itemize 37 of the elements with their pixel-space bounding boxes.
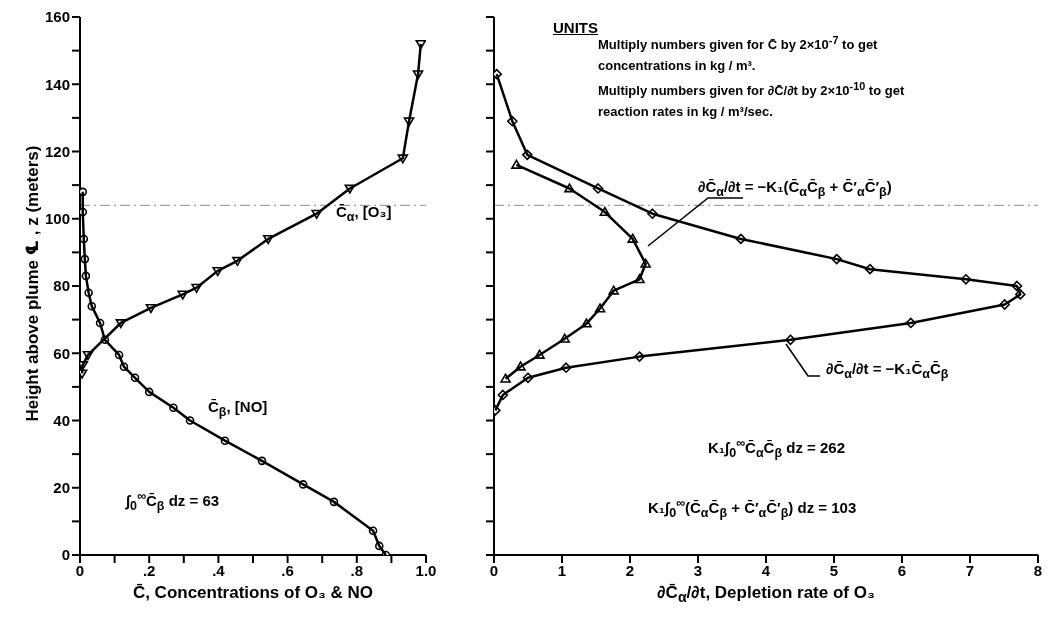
legend-label: ∂C̄$_{α}$/∂t = −K₁C̄$_{α}$C̄$_{β}$ (826, 360, 949, 381)
y-tick-label: 60 (53, 344, 70, 362)
y-tick-label: 160 (44, 8, 70, 26)
x-tick-label: .6 (281, 561, 294, 579)
x-tick-label: .2 (142, 561, 156, 579)
x-tick-label: 1.0 (415, 561, 437, 579)
x-tick-label: 8 (1033, 561, 1043, 579)
x-axis-title: ∂C̄$_{α}$/∂t, Depletion rate of O₃ (656, 583, 876, 606)
annotation: K₁∫$_{0}$$^{∞}$C̄$_{α}$C̄$_{β}$ dz = 262 (708, 435, 846, 462)
x-tick-label: .4 (212, 561, 226, 579)
x-tick-label: 5 (829, 561, 839, 579)
x-tick-label: 4 (761, 561, 771, 579)
x-tick-label: 0 (489, 561, 499, 579)
y-tick-label: 120 (44, 142, 70, 160)
text: Multiply numbers given for C̄ by 2×10$^{-7}$ to get concentrations in kg / m³. (598, 34, 878, 74)
y-tick-label: 100 (44, 210, 70, 228)
y-tick-label: 80 (53, 277, 70, 295)
y-tick-label: 40 (53, 411, 70, 429)
x-tick-label: .8 (350, 561, 364, 579)
text: ∂C̄$_{α}$/∂t = −K₁(C̄$_{α}$C̄$_{β}$ + C̄′$_{α}$C̄′$_{β}$) (698, 178, 892, 199)
x-tick-label: 7 (965, 561, 975, 579)
x-tick-label: 0 (75, 561, 85, 579)
series-label: C̄$_{β}$, [NO] (208, 398, 268, 419)
y-tick-label: 140 (44, 75, 70, 93)
series-label: C̄$_{α}$, [O₃] (336, 203, 392, 224)
text: K₁∫$_{0}$$^{∞}$(C̄$_{α}$C̄$_{β}$ + C̄′$_{α}$C̄′$_{β}$) dz = 103 (648, 496, 857, 520)
y-tick-label: 20 (53, 479, 70, 497)
y-tick-label: 0 (61, 546, 70, 564)
x-tick-label: 6 (897, 561, 907, 579)
x-tick-label: 1 (557, 561, 567, 579)
x-tick-label: 2 (625, 561, 635, 579)
text: Multiply numbers given for ∂C̄/∂t by 2×10$^{-10}$ to get reaction rates in kg / m³/sec. (598, 80, 905, 120)
annotation: ∫$_{0}$$^{∞}$C̄$_{β}$ dz = 63 (126, 488, 221, 515)
x-axis-title: C̄, Concentrations of O₃ & NO (131, 583, 375, 603)
y-axis-title: Height above plume ℄ , z (meters) (21, 144, 43, 424)
annotation: UNITS (553, 19, 598, 36)
x-tick-label: 3 (693, 561, 703, 579)
